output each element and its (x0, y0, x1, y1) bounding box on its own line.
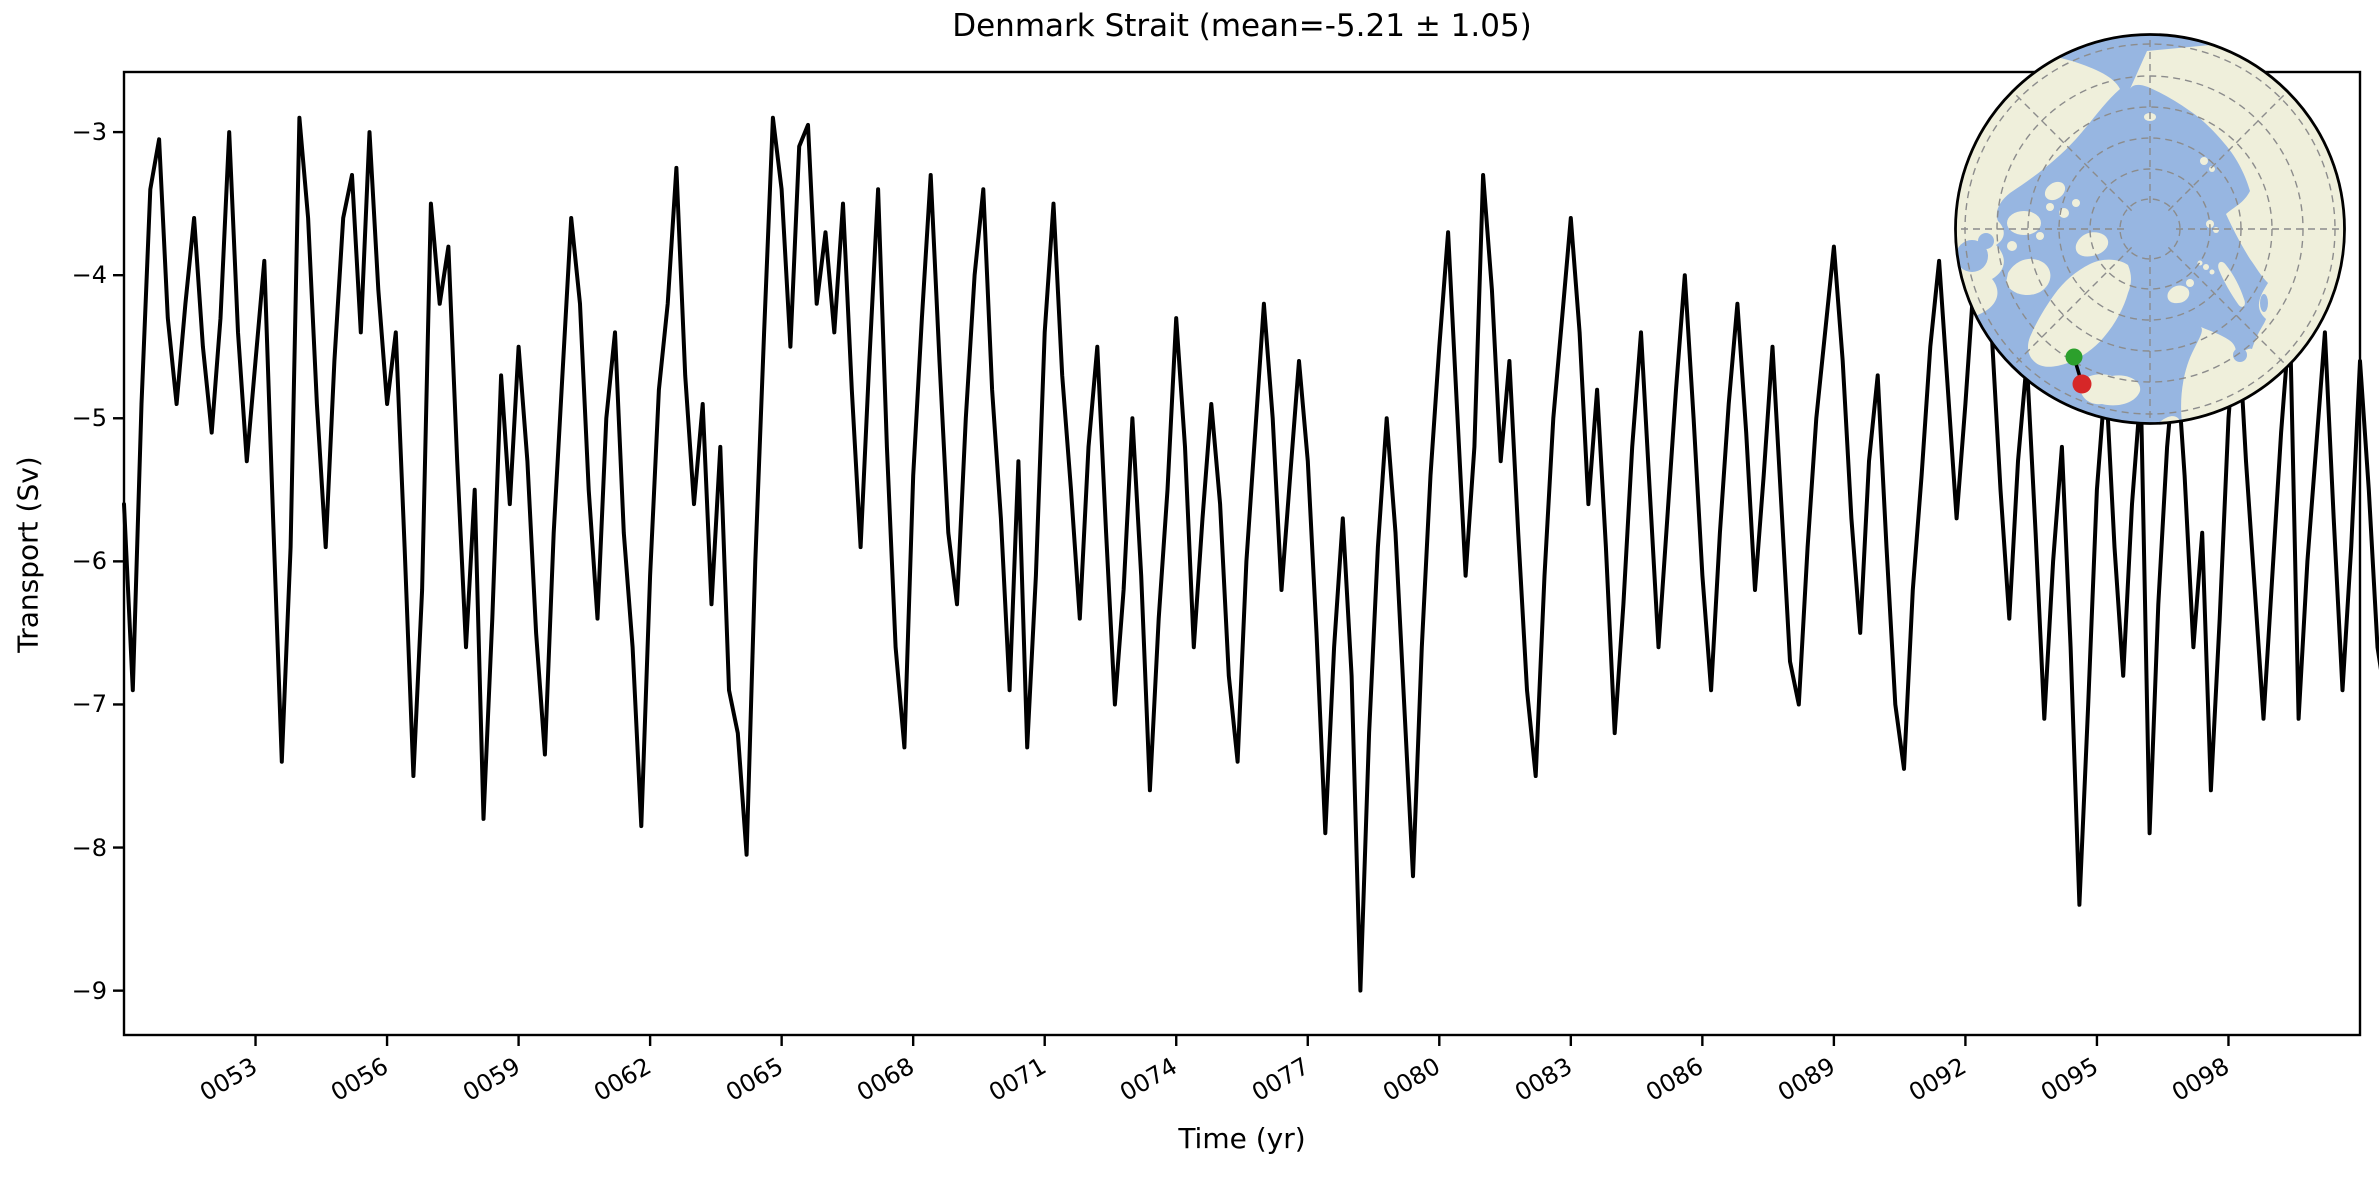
meridian-line (2010, 89, 2133, 212)
map-border-circle (1954, 33, 2346, 425)
map-graticule (1956, 35, 2344, 423)
land-small-island (2200, 157, 2208, 165)
x-axis-label: Time (yr) (1178, 1122, 1306, 1155)
land-victoria-island (2007, 211, 2041, 235)
land-iceland (2079, 374, 2141, 406)
land-small-island (2046, 203, 2054, 211)
transport-line (122, 115, 2379, 993)
land-novaya-zemlya (2218, 261, 2245, 307)
meridian-line (2167, 89, 2290, 212)
section-end-marker (2072, 374, 2092, 394)
land-small-island (2209, 166, 2215, 172)
land-small-island (2206, 220, 2214, 228)
white-sea (2233, 348, 2247, 362)
land-banks-island (2044, 181, 2066, 201)
plot-frame (122, 70, 2362, 1037)
axis-ticks (113, 130, 2230, 1046)
transport-series-line (122, 115, 2379, 993)
meridian-line (2010, 246, 2133, 369)
land-small-island (2072, 199, 2080, 207)
page-title: Denmark Strait (mean=-5.21 ± 1.05) (952, 8, 1532, 44)
land-small-island (2007, 241, 2017, 251)
hudson-bay (1956, 240, 1988, 272)
land-small-island (2203, 264, 2209, 270)
land-baffin-island (2006, 258, 2051, 296)
latitude-circle (2089, 168, 2211, 290)
ob-gulf (2260, 294, 2268, 312)
arctic-inset-map (1954, 33, 2346, 427)
map-interior-seas (1956, 233, 2268, 362)
land-small-island (2135, 426, 2141, 427)
land-small-island (2036, 232, 2044, 240)
land-small-island (2213, 227, 2219, 233)
land-small-island (2186, 279, 2194, 287)
section-start-marker (2065, 348, 2083, 366)
land-svalbard (2167, 285, 2190, 304)
land-small-island (2209, 269, 2215, 275)
meridian-line (2167, 246, 2290, 369)
land-greenland (2028, 259, 2131, 367)
hudson-bay (1978, 233, 1994, 249)
